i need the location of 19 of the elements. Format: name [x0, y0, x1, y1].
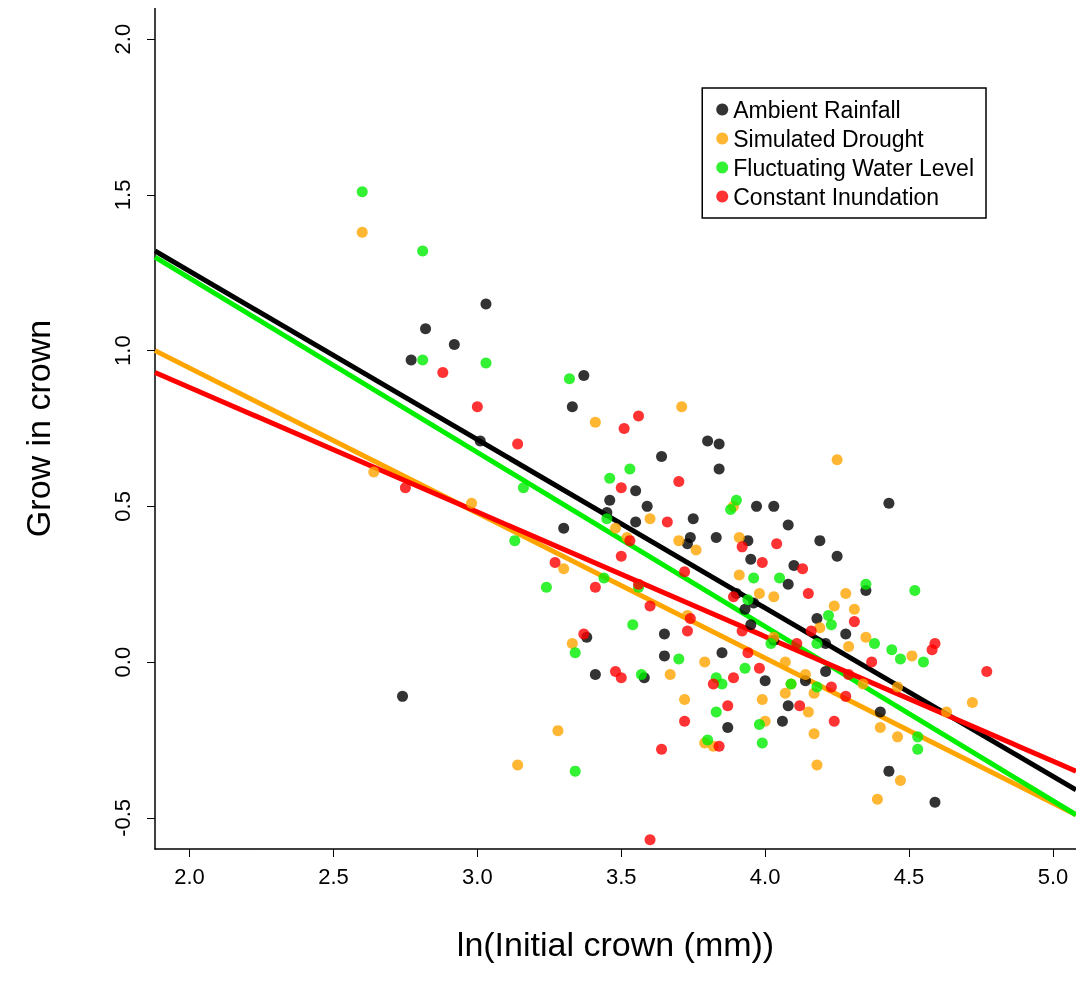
y-axis-title: Grow in crown: [19, 319, 57, 538]
y-tick-label: 1.5: [109, 179, 135, 211]
y-tick-label: 0.0: [109, 646, 135, 678]
legend-label: Ambient Rainfall: [733, 96, 901, 123]
y-tick-label: 1.0: [109, 335, 135, 366]
x-tick-label: 2.0: [174, 863, 205, 889]
x-tick-label: 4.5: [893, 863, 925, 889]
legend-label: Simulated Drought: [733, 125, 925, 152]
x-tick-label: 5.0: [1037, 863, 1069, 889]
x-tick-label: 3.5: [605, 863, 637, 889]
y-tick-label: 2.0: [109, 23, 135, 55]
x-axis-title: ln(Initial crown (mm)): [456, 925, 775, 963]
legend-label: Fluctuating Water Level: [733, 154, 975, 181]
legend-label: Constant Inundation: [733, 183, 940, 210]
y-tick-label: -0.5: [109, 798, 135, 837]
x-tick-label: 4.0: [749, 863, 781, 889]
y-tick-label: 0.5: [109, 491, 135, 522]
x-tick-label: 2.5: [318, 863, 349, 889]
x-tick-label: 3.0: [462, 863, 493, 889]
